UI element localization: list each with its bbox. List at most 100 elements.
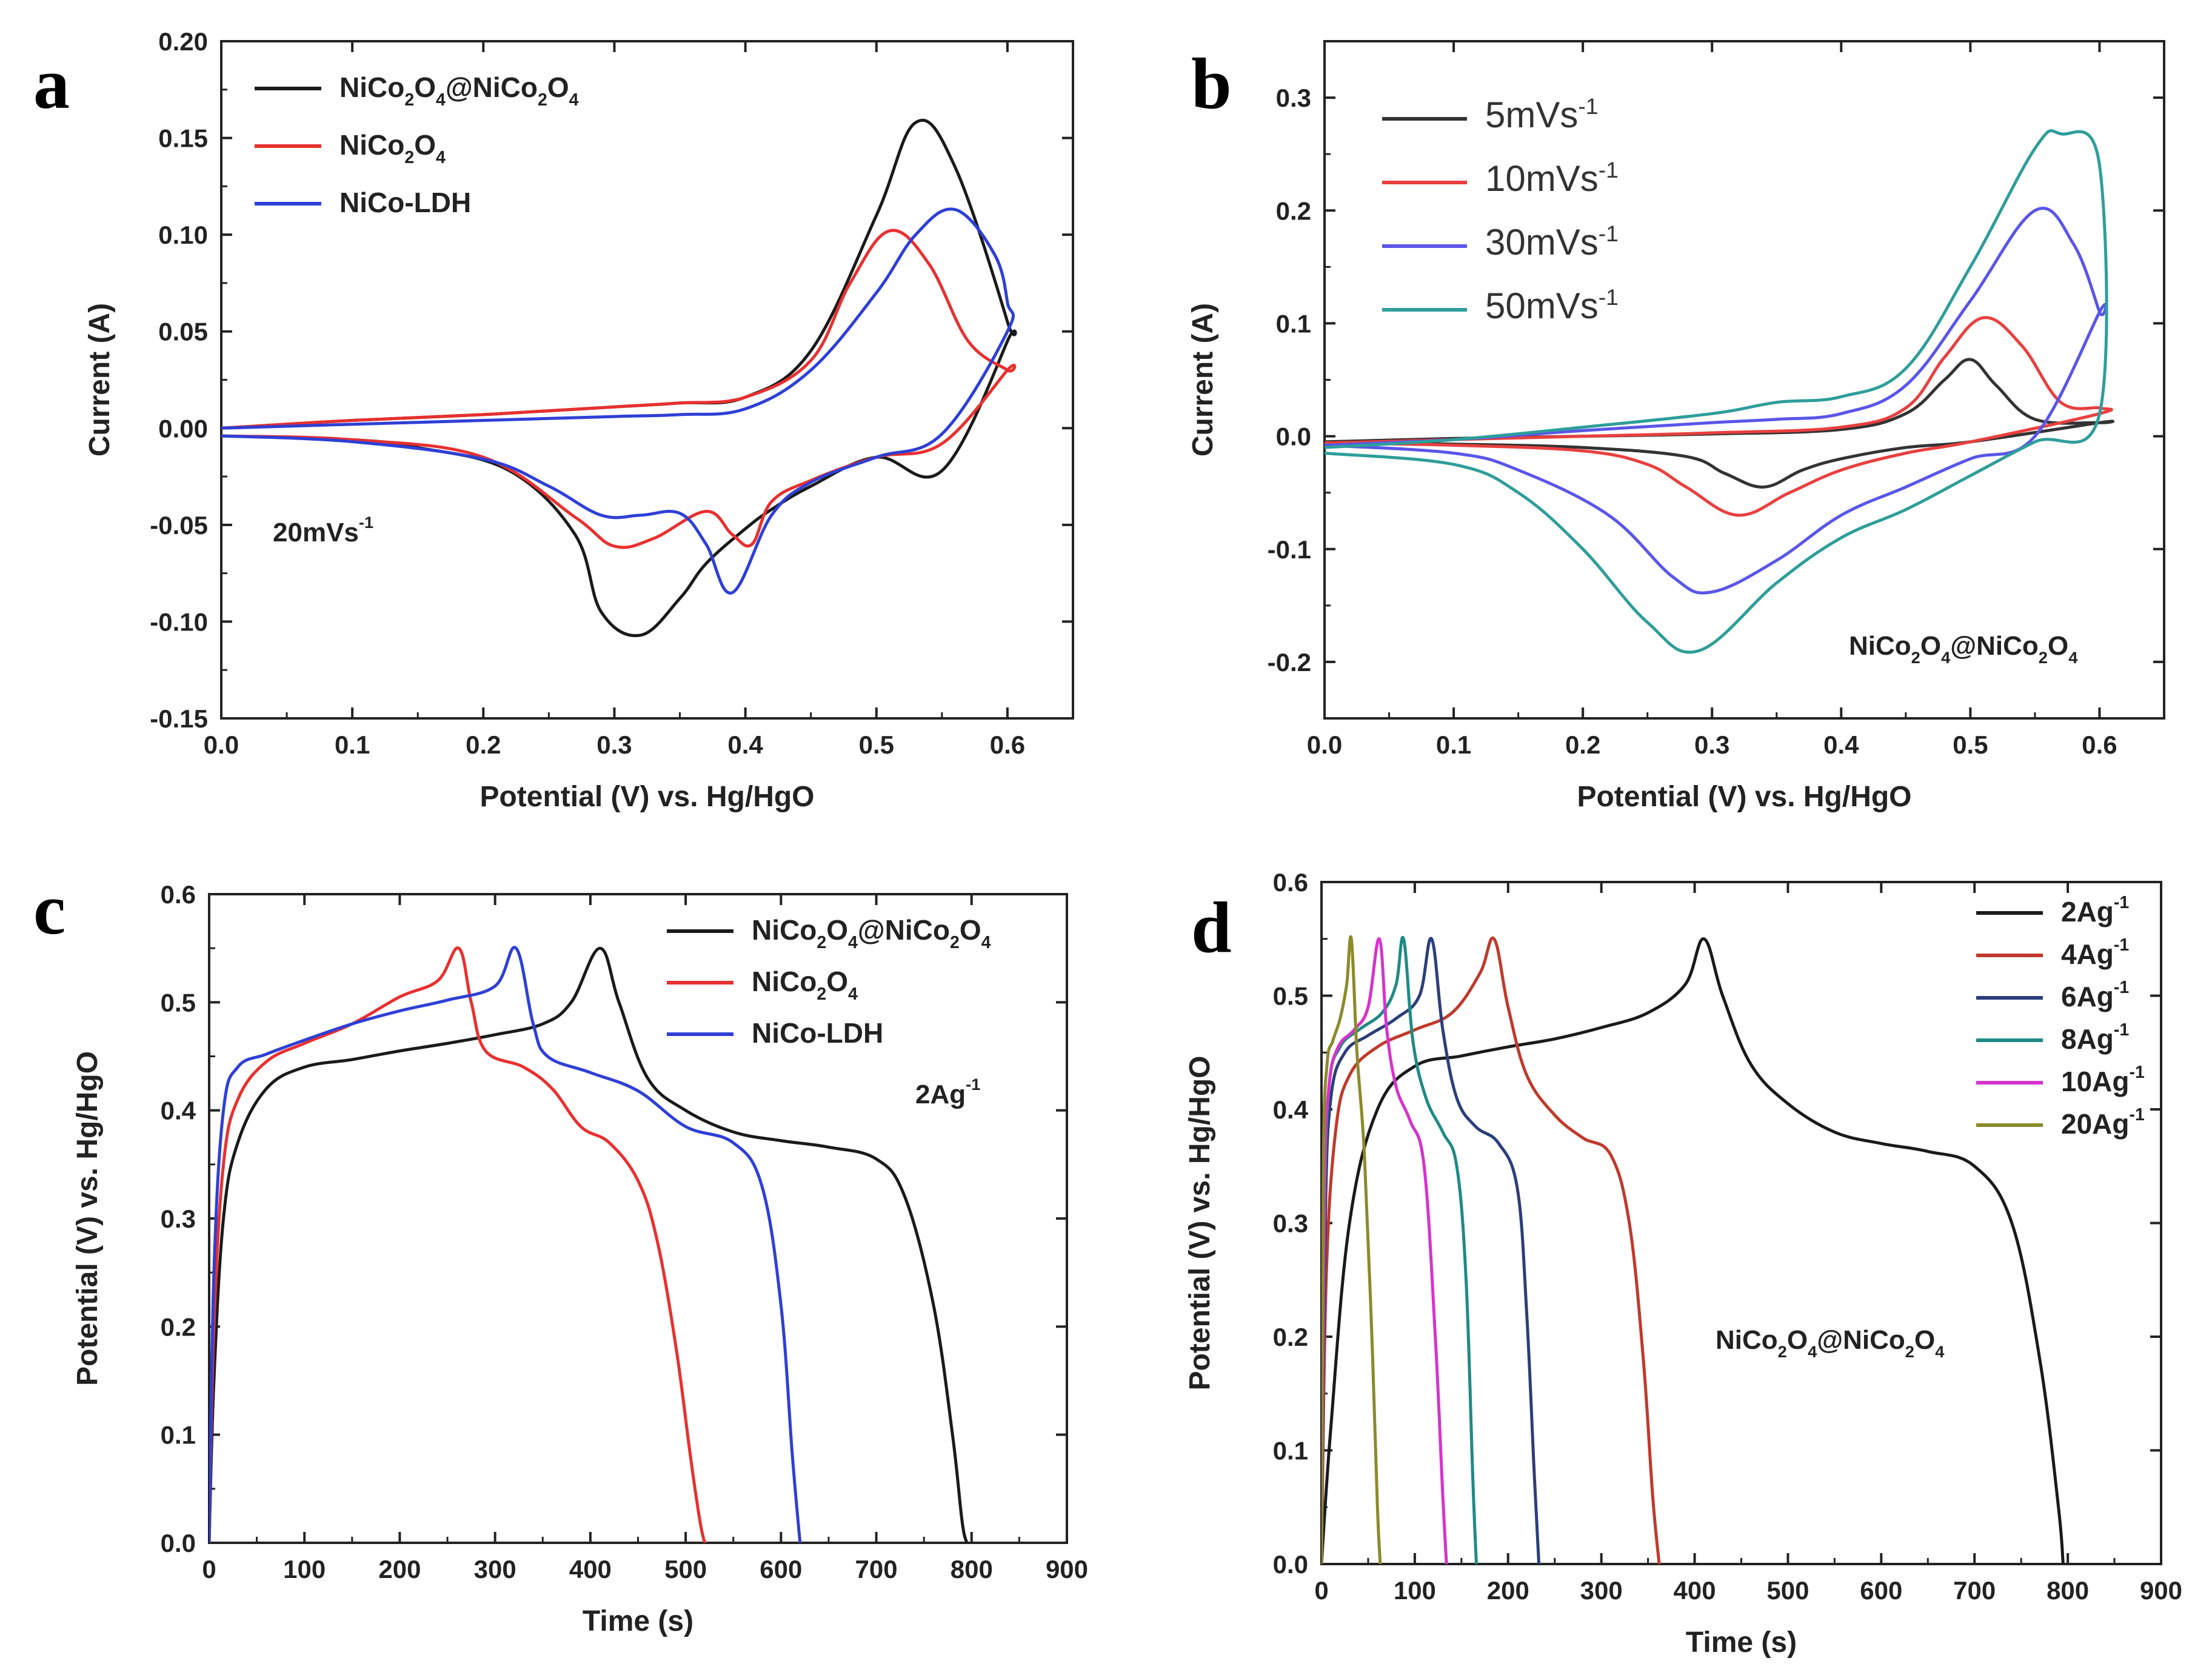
annotation: NiCo2O4@NiCo2O4 <box>1849 631 2078 667</box>
x-tick-label: 0.2 <box>466 730 501 759</box>
y-tick-label: 0.3 <box>161 1205 196 1233</box>
y-tick-label: -0.2 <box>1268 648 1311 677</box>
y-tick-label: 0.2 <box>1276 196 1311 225</box>
panel-b: b 0.0 0.1 0.2 0.3 0.4 0.5 0.6 -0.2 -0.1 0.0 0.1 0.2 0… <box>1187 40 2165 813</box>
legend-label-1: 2Ag-1 <box>2061 893 2129 928</box>
y-tick-label: 0.5 <box>1273 982 1308 1011</box>
y-tick-label: 0.1 <box>1276 309 1311 338</box>
legend-label-6: 20Ag-1 <box>2061 1105 2145 1140</box>
series-line-1 <box>209 946 969 1543</box>
legend-label-3: NiCo-LDH <box>339 187 471 218</box>
y-axis-label: Current (A) <box>1187 303 1219 456</box>
series-line-3 <box>221 207 1015 595</box>
x-tick-label: 0.0 <box>204 730 239 759</box>
series-line-6 <box>1322 935 1382 1564</box>
series-line-2 <box>1325 316 2113 517</box>
legend-label-5: 10Ag-1 <box>2061 1063 2145 1097</box>
legend-label-1: NiCo2O4@NiCo2O4 <box>752 914 991 952</box>
panel-label: c <box>33 869 65 949</box>
x-tick-label: 300 <box>474 1555 516 1583</box>
x-tick-label: 900 <box>2140 1576 2182 1605</box>
legend-label-3: 30mVs-1 <box>1485 221 1619 262</box>
y-tick-label: -0.1 <box>1268 535 1311 564</box>
x-tick-label: 400 <box>1674 1576 1716 1605</box>
y-tick-label: 0.6 <box>161 880 196 909</box>
y-tick-label: -0.15 <box>150 704 208 733</box>
x-tick-label: 0.0 <box>1307 730 1342 759</box>
x-tick-label: 0 <box>202 1555 216 1583</box>
x-tick-label: 200 <box>378 1555 421 1583</box>
legend-label-2: 4Ag-1 <box>2061 935 2129 970</box>
series-line-2 <box>221 229 1017 549</box>
x-tick-label: 0.1 <box>335 730 370 759</box>
panel-a: a 0.0 0.1 0.2 0.3 0.4 0.5 0.6 -0.15 -0.10 -0.05 0.0… <box>33 27 1074 813</box>
x-tick-label: 0.5 <box>859 730 894 759</box>
legend-label-1: NiCo2O4@NiCo2O4 <box>339 72 579 110</box>
x-tick-label: 0.5 <box>1953 730 1988 759</box>
x-axis-label: Time (s) <box>1686 1626 1797 1659</box>
x-tick-label: 500 <box>1766 1576 1809 1605</box>
y-tick-label: 0.0 <box>1273 1550 1308 1579</box>
series-line-4 <box>1325 129 2108 654</box>
x-axis-label: Potential (V) vs. Hg/HgO <box>479 781 814 813</box>
series-line-2 <box>209 946 707 1543</box>
x-tick-label: 0.3 <box>1694 730 1729 759</box>
legend-label-4: 8Ag-1 <box>2061 1020 2129 1055</box>
x-tick-label: 0.4 <box>727 730 763 759</box>
x-tick-label: 100 <box>283 1555 326 1583</box>
legend-label-2: 10mVs-1 <box>1485 157 1619 199</box>
x-axis-label: Time (s) <box>583 1605 693 1637</box>
y-tick-label: 0.4 <box>1273 1095 1309 1124</box>
annotation: 2Ag-1 <box>915 1075 980 1109</box>
x-tick-label: 0.4 <box>1823 730 1859 759</box>
x-tick-label: 0 <box>1314 1576 1328 1605</box>
legend-label-2: NiCo2O4 <box>339 129 446 167</box>
y-tick-label: 0.0 <box>1276 423 1311 451</box>
y-tick-label: 0.00 <box>158 414 208 443</box>
y-tick-label: 0.20 <box>158 27 208 56</box>
series-line-3 <box>209 946 802 1543</box>
series-line-3 <box>1325 207 2108 595</box>
panel-label: b <box>1191 43 1232 124</box>
panel-label: d <box>1191 887 1232 968</box>
y-tick-label: 0.3 <box>1273 1209 1308 1238</box>
y-tick-label: 0.5 <box>161 988 196 1017</box>
x-tick-label: 0.1 <box>1436 730 1471 759</box>
legend-label-4: 50mVs-1 <box>1485 284 1619 326</box>
y-tick-label: 0.15 <box>158 124 208 153</box>
x-tick-label: 900 <box>1046 1555 1088 1583</box>
series-line-5 <box>1322 937 1448 1564</box>
x-tick-label: 100 <box>1394 1576 1436 1605</box>
x-tick-label: 0.3 <box>596 730 632 759</box>
panel-c: c 0 100 200 300 400 500 600 700 800 900 0.0 0.1 0.2 0.… <box>33 869 1088 1637</box>
legend-label-1: 5mVs-1 <box>1485 93 1598 135</box>
annotation: 20mVs-1 <box>273 513 373 547</box>
annotation: NiCo2O4@NiCo2O4 <box>1716 1325 1945 1361</box>
x-tick-label: 0.6 <box>990 730 1025 759</box>
y-tick-label: 0.10 <box>158 221 208 249</box>
series-line-2 <box>1322 936 1661 1564</box>
y-tick-label: 0.05 <box>158 318 208 346</box>
x-tick-label: 500 <box>664 1555 707 1583</box>
y-tick-label: -0.10 <box>150 607 208 636</box>
panel-label: a <box>33 43 70 124</box>
y-tick-label: 0.2 <box>1273 1323 1308 1351</box>
x-tick-label: 300 <box>1580 1576 1623 1605</box>
x-tick-label: 400 <box>569 1555 612 1583</box>
y-tick-label: 0.2 <box>161 1312 196 1341</box>
y-tick-label: 0.1 <box>1273 1437 1308 1465</box>
y-tick-label: 0.4 <box>161 1097 196 1125</box>
x-tick-label: 0.6 <box>2082 730 2117 759</box>
y-axis-label: Current (A) <box>84 303 116 456</box>
legend-label-3: 6Ag-1 <box>2061 978 2129 1012</box>
x-tick-label: 700 <box>1953 1576 1996 1605</box>
y-tick-label: 0.6 <box>1273 868 1308 897</box>
x-tick-label: 700 <box>855 1555 898 1583</box>
x-tick-label: 600 <box>760 1555 802 1583</box>
y-axis-label: Potential (V) vs. Hg/HgO <box>1184 1055 1216 1390</box>
panel-d: d 0 100 200 300 400 500 600 700 800 900 0.0 0.1 0.2 0.… <box>1184 868 2182 1659</box>
x-tick-label: 800 <box>951 1555 993 1583</box>
x-tick-label: 800 <box>2047 1576 2089 1605</box>
y-tick-label: 0.3 <box>1276 84 1311 112</box>
